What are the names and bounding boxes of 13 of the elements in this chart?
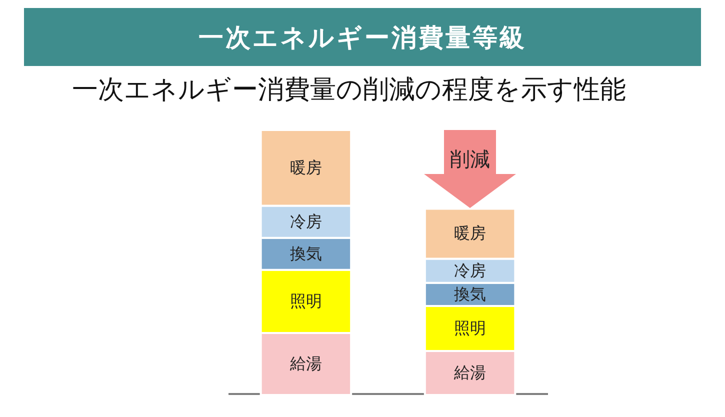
chart-title: 一次エネルギー消費量等級 — [24, 8, 701, 66]
series-label: 暖房 — [454, 224, 486, 243]
text: 照明 — [290, 291, 322, 310]
series-label: 給湯 — [453, 363, 486, 382]
text: 給湯 — [290, 354, 322, 373]
text: 冷房 — [290, 212, 322, 231]
annotation: 削減 — [449, 146, 491, 173]
chart-subtitle: 一次エネルギー消費量の削減の程度を示す性能 — [72, 74, 626, 107]
series-label: 冷房 — [454, 260, 486, 280]
text: 換気 — [290, 244, 322, 263]
series-label: 換気 — [454, 284, 486, 304]
text: 暖房 — [290, 158, 322, 177]
series-label: 照明 — [454, 318, 486, 338]
